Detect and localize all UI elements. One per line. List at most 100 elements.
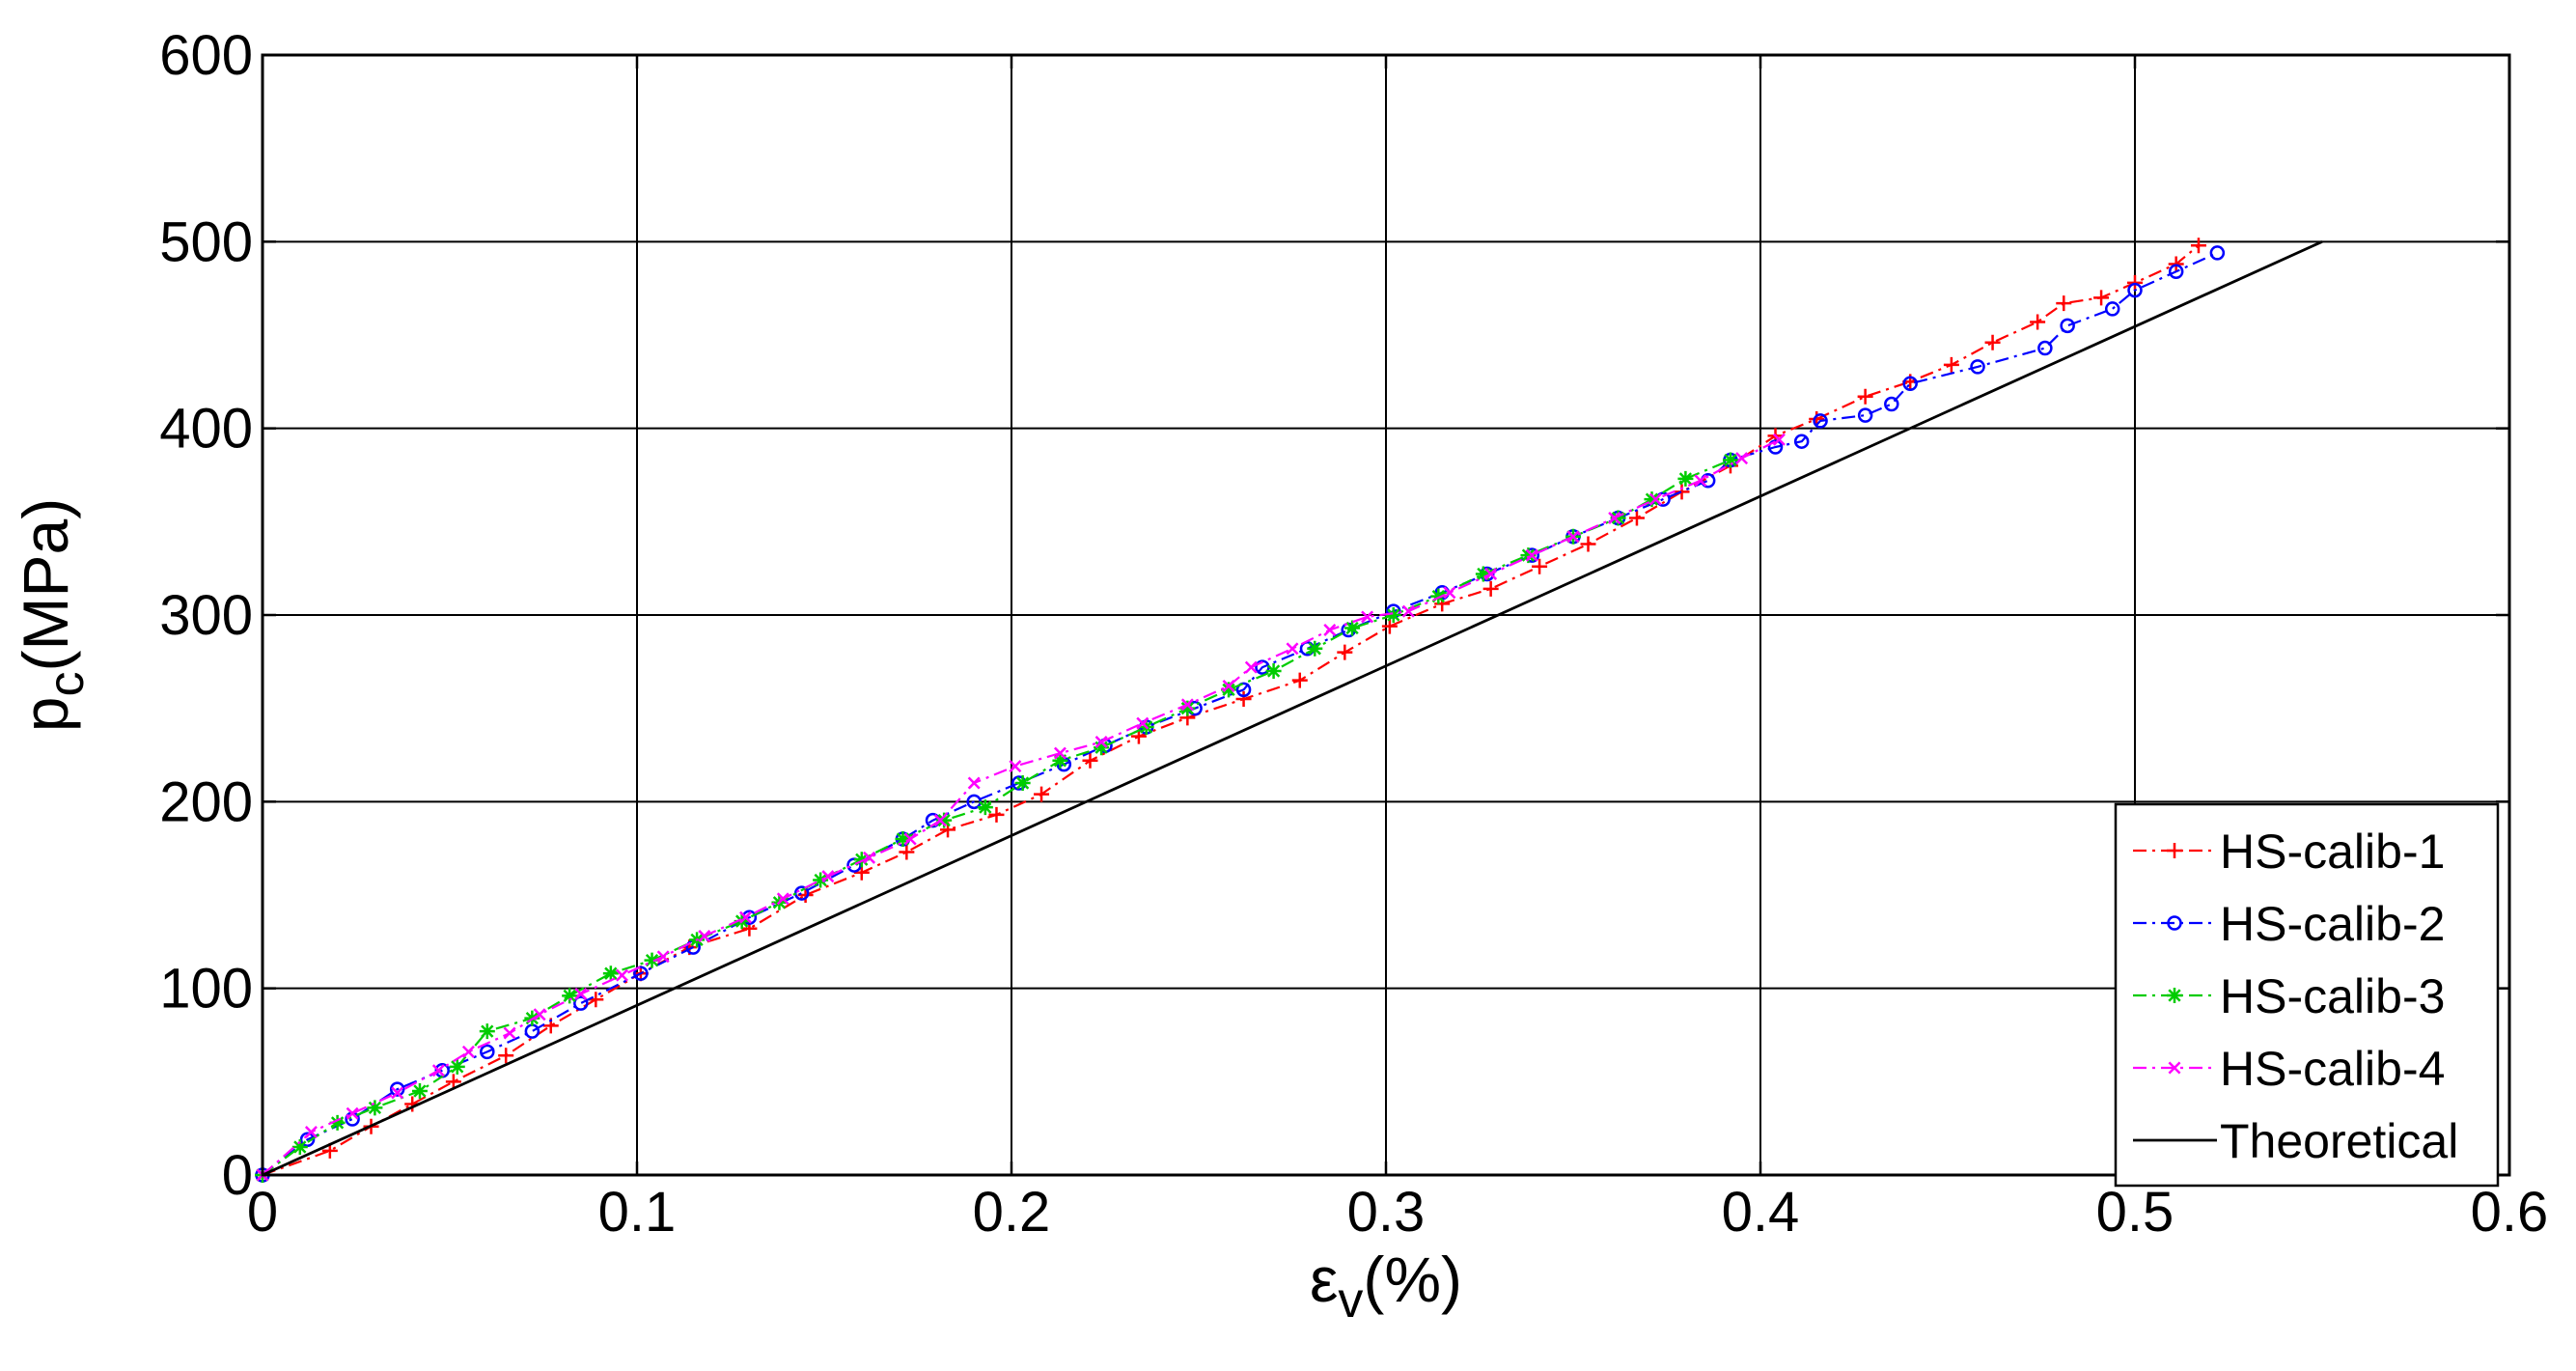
data-point-HS-calib-3	[602, 965, 619, 982]
data-point-HS-calib-3	[853, 852, 870, 868]
data-point-HS-calib-1	[1482, 580, 1499, 597]
x-axis-label-unit: (%)	[1363, 1244, 1462, 1315]
data-point-HS-calib-1	[1984, 334, 2001, 350]
data-point-HS-calib-3	[367, 1100, 383, 1116]
data-point-HS-calib-3	[1094, 740, 1110, 756]
data-point-HS-calib-1	[445, 1074, 461, 1090]
data-point-HS-calib-4	[346, 1106, 359, 1120]
x-tick-label: 0	[247, 1181, 278, 1244]
data-point-HS-calib-2	[2060, 318, 2075, 334]
data-point-HS-calib-1	[1532, 558, 1548, 574]
data-point-HS-calib-1	[1580, 536, 1596, 552]
data-point-HS-calib-4	[1323, 623, 1337, 636]
data-point-HS-calib-2	[2168, 264, 2184, 280]
data-point-HS-calib-3	[1052, 752, 1068, 769]
tick-marks	[261, 53, 2511, 1177]
data-point-HS-calib-4	[1484, 567, 1498, 580]
legend-marker	[2167, 988, 2182, 1003]
data-point-HS-calib-3	[1221, 682, 1237, 698]
data-point-HS-calib-4	[821, 870, 835, 883]
data-point-HS-calib-2	[1767, 439, 1784, 455]
data-point-HS-calib-3	[1520, 547, 1537, 564]
data-point-HS-calib-4	[1136, 716, 1150, 730]
legend-entry: HS-calib-2	[2133, 897, 2445, 951]
data-point-HS-calib-2	[1884, 396, 1899, 412]
data-point-HS-calib-4	[1180, 698, 1194, 712]
x-tick-label: 0.6	[2471, 1181, 2549, 1244]
data-point-HS-calib-3	[1385, 607, 1401, 623]
data-point-HS-calib-1	[1628, 510, 1645, 526]
data-point-HS-calib-1	[1034, 786, 1050, 802]
legend-label: HS-calib-3	[2220, 969, 2445, 1023]
data-point-HS-calib-4	[533, 1008, 546, 1021]
data-point-HS-calib-1	[2030, 314, 2046, 330]
data-point-HS-calib-3	[562, 988, 578, 1004]
series-layer	[255, 238, 2323, 1183]
data-point-HS-calib-1	[853, 864, 870, 881]
data-point-HS-calib-1	[1857, 388, 1873, 405]
data-point-HS-calib-3	[936, 812, 953, 828]
legend: HS-calib-1 HS-calib-2 HS-calib-3 HS-calib-4…	[2114, 802, 2500, 1188]
data-point-HS-calib-3	[1344, 620, 1361, 636]
legend-entries: HS-calib-1 HS-calib-2 HS-calib-3 HS-calib-4…	[2133, 825, 2458, 1168]
y-tick-label: 500	[159, 210, 253, 273]
data-point-HS-calib-1	[1235, 691, 1252, 707]
data-point-HS-calib-4	[1222, 679, 1235, 692]
x-tick-label: 0.1	[598, 1181, 677, 1244]
data-point-HS-calib-4	[776, 892, 789, 906]
data-point-HS-calib-3	[1307, 640, 1323, 657]
data-point-HS-calib-2	[2037, 340, 2053, 356]
data-point-HS-calib-4	[304, 1126, 318, 1139]
y-tick-label: 600	[159, 24, 253, 87]
data-point-HS-calib-4	[1053, 746, 1066, 760]
x-tick-label: 0.3	[1347, 1181, 1426, 1244]
data-point-HS-calib-4	[431, 1064, 445, 1077]
legend-entry: Theoretical	[2133, 1114, 2458, 1168]
x-axis-label: εv(%)	[1310, 1244, 1462, 1329]
data-point-HS-calib-3	[977, 799, 993, 816]
data-point-HS-calib-3	[479, 1023, 495, 1040]
data-point-HS-calib-3	[1644, 491, 1660, 508]
data-point-HS-calib-2	[741, 909, 758, 925]
x-tick-label: 0.5	[2096, 1181, 2174, 1244]
data-point-HS-calib-4	[933, 814, 947, 827]
x-tick-label: 0.2	[973, 1181, 1051, 1244]
legend-entry: HS-calib-4	[2133, 1042, 2445, 1096]
legend-label: HS-calib-4	[2220, 1042, 2445, 1096]
data-point-HS-calib-4	[1648, 492, 1662, 506]
legend-label: HS-calib-1	[2220, 825, 2445, 879]
legend-marker	[2168, 1061, 2181, 1075]
data-point-HS-calib-4	[1244, 660, 1258, 674]
data-point-HS-calib-4	[698, 930, 711, 943]
data-point-HS-calib-3	[1722, 452, 1738, 468]
series-Theoretical	[262, 240, 2323, 1177]
data-point-HS-calib-2	[1235, 682, 1252, 698]
legend-entry: HS-calib-3	[2133, 969, 2445, 1023]
y-tick-label: 0	[222, 1144, 253, 1207]
y-axis-label-subscript: c	[39, 671, 95, 696]
series-line-Theoretical	[262, 240, 2323, 1177]
data-point-HS-calib-1	[2190, 238, 2206, 254]
series-line-HS-calib-2	[262, 251, 2218, 1176]
data-point-HS-calib-1	[1674, 484, 1690, 500]
y-tick-labels: 0 100 200 300 400 500 600	[159, 24, 253, 1207]
data-point-HS-calib-3	[1430, 588, 1447, 604]
data-point-HS-calib-4	[1694, 474, 1707, 488]
data-point-HS-calib-1	[588, 992, 604, 1008]
data-point-HS-calib-1	[797, 887, 814, 903]
data-point-HS-calib-1	[2056, 295, 2072, 312]
data-point-HS-calib-4	[615, 968, 628, 982]
data-point-HS-calib-4	[1735, 452, 1749, 465]
data-point-HS-calib-3	[1610, 510, 1626, 526]
data-point-HS-calib-1	[899, 844, 915, 860]
data-point-HS-calib-2	[1813, 413, 1828, 429]
data-point-HS-calib-4	[574, 987, 588, 1000]
data-point-HS-calib-3	[329, 1114, 346, 1131]
data-point-HS-calib-1	[988, 806, 1005, 823]
data-point-HS-calib-4	[461, 1045, 475, 1058]
data-point-HS-calib-3	[1179, 700, 1196, 716]
y-tick-label: 200	[159, 770, 253, 833]
data-point-HS-calib-2	[1857, 407, 1873, 423]
data-point-HS-calib-2	[1793, 434, 1810, 449]
series-HS-calib-4	[256, 433, 1786, 1182]
